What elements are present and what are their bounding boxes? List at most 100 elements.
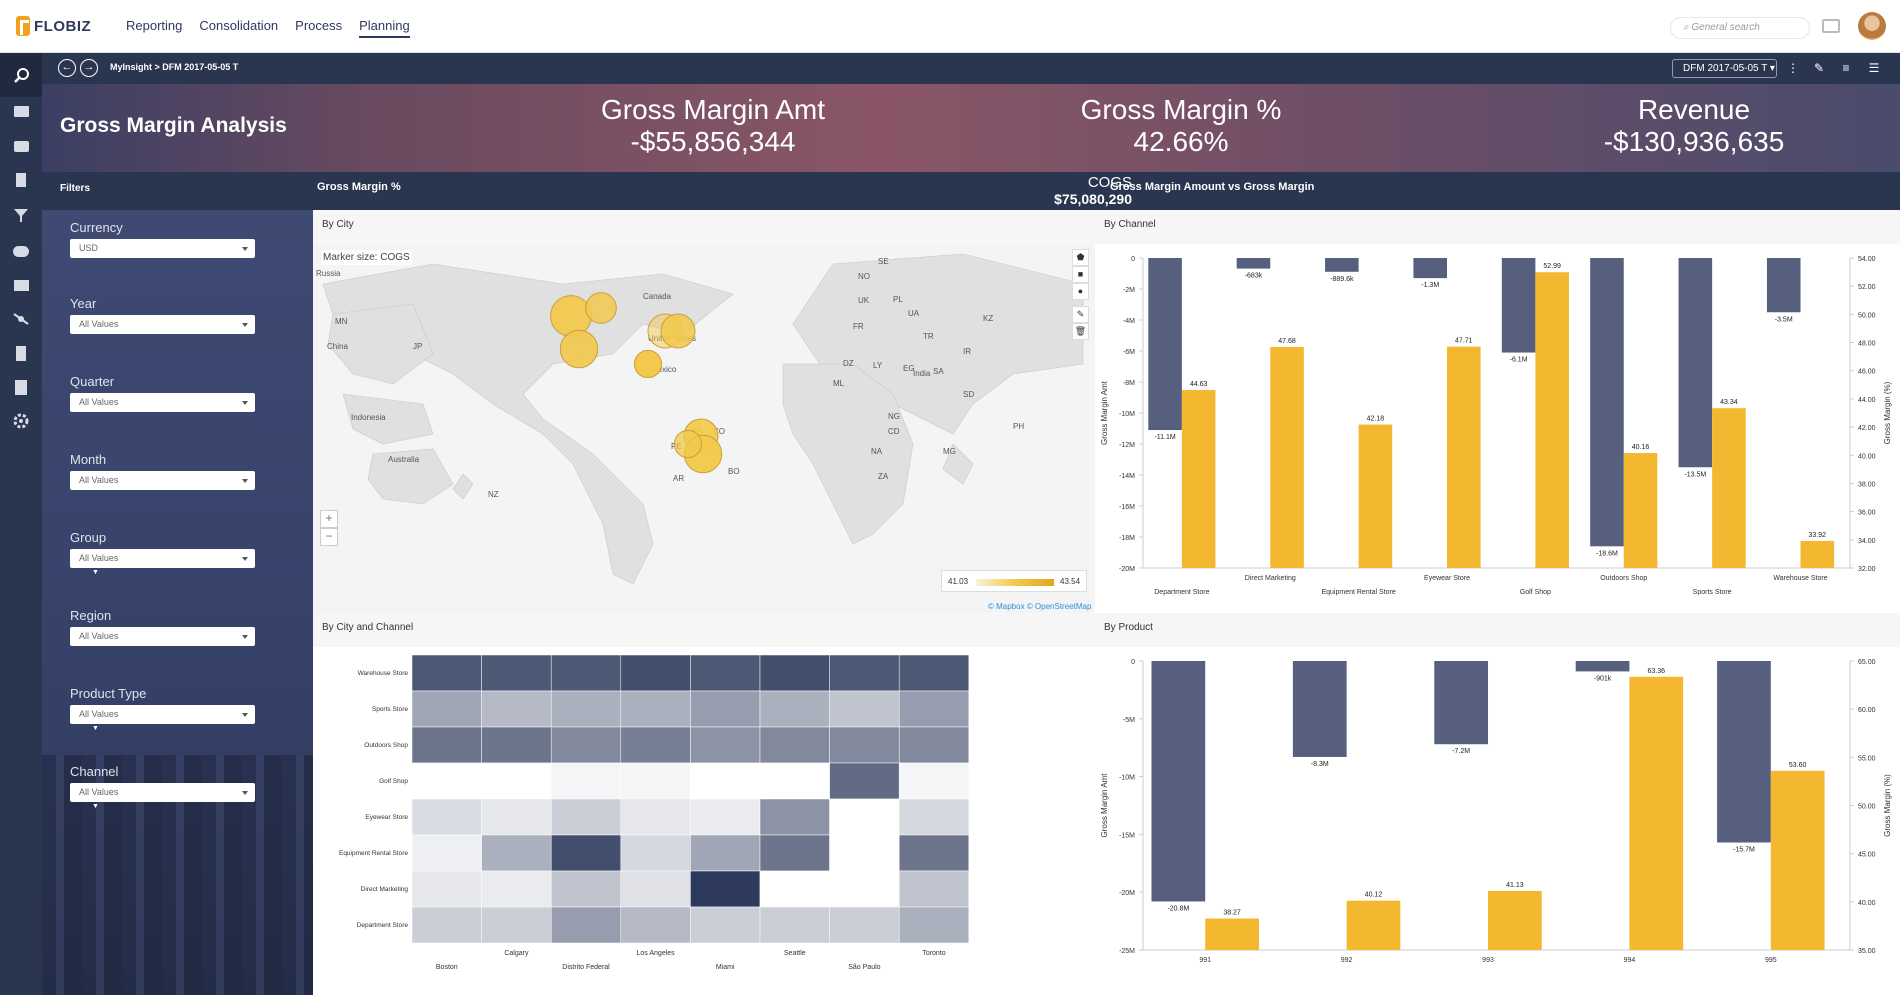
group-select[interactable]: All Values bbox=[70, 549, 255, 568]
currency-select[interactable]: USD bbox=[70, 239, 255, 258]
hamburger-menu-icon[interactable]: ☰ bbox=[1868, 61, 1880, 75]
map-country-label: AR bbox=[673, 474, 684, 483]
bar-gm-amt-label: -20.8M bbox=[1167, 905, 1189, 912]
heatmap-cell bbox=[759, 654, 830, 692]
workflow-icon[interactable] bbox=[13, 311, 29, 327]
expand-caret-icon[interactable]: ▼ bbox=[92, 569, 99, 576]
global-search-input[interactable]: ⌕ General search bbox=[1670, 17, 1810, 39]
menu-item-process[interactable]: Process bbox=[295, 18, 343, 33]
flobiz-logo[interactable]: FLOBIZ bbox=[16, 15, 91, 37]
bar-gm-amt bbox=[1148, 258, 1182, 431]
edit-icon[interactable]: ✎ bbox=[1813, 61, 1825, 75]
heatmap-cell bbox=[550, 726, 622, 764]
x-category-label: Eyewear Store bbox=[1424, 575, 1470, 582]
breadcrumb-bar: ← → MyInsight > DFM 2017-05-05 T DFM 201… bbox=[42, 53, 1900, 84]
heatmap-cell bbox=[759, 870, 830, 908]
y2-tick-label: 50.00 bbox=[1858, 312, 1876, 319]
bar-gm-amt-label: -901k bbox=[1594, 675, 1612, 682]
bar-gm-pct-label: 33.92 bbox=[1809, 532, 1827, 539]
region-select[interactable]: All Values bbox=[70, 627, 255, 646]
expand-caret-icon[interactable]: ▼ bbox=[92, 803, 99, 810]
y2-tick-label: 54.00 bbox=[1858, 256, 1876, 263]
map-country-label: JP bbox=[413, 342, 422, 351]
heatmap-cell bbox=[690, 762, 761, 800]
y2-tick-label: 34.00 bbox=[1858, 538, 1876, 545]
quarter-select[interactable]: All Values bbox=[70, 393, 255, 412]
channel-select[interactable]: All Values bbox=[70, 783, 255, 802]
city-marker bbox=[660, 313, 696, 349]
filter-product-type: Product Type All Values ▼ bbox=[70, 686, 260, 734]
delete-shape-icon[interactable]: 🗑 bbox=[1072, 323, 1089, 340]
hierarchy-icon[interactable] bbox=[13, 345, 29, 361]
more-vertical-icon[interactable]: ⋮ bbox=[1787, 61, 1799, 75]
x-category-label: 994 bbox=[1624, 957, 1636, 964]
y-tick-label: 0 bbox=[1131, 256, 1135, 263]
legend-min: 41.03 bbox=[948, 577, 969, 586]
circle-select-icon[interactable]: ● bbox=[1072, 283, 1089, 300]
y-tick-label: -6M bbox=[1123, 349, 1135, 356]
mapbox-link[interactable]: © Mapbox bbox=[988, 602, 1025, 611]
edit-shape-icon[interactable]: ✎ bbox=[1072, 306, 1089, 323]
heatmap-cell bbox=[898, 870, 970, 908]
map-country-label: NG bbox=[888, 412, 900, 421]
expand-caret-icon[interactable]: ▼ bbox=[92, 725, 99, 732]
map-color-legend: 41.03 43.54 bbox=[941, 570, 1087, 592]
month-select[interactable]: All Values bbox=[70, 471, 255, 490]
heatmap-cell bbox=[690, 870, 761, 908]
bar-gm-amt-label: -1.3M bbox=[1421, 282, 1439, 289]
report-icon[interactable] bbox=[13, 379, 29, 395]
panel-title: By Channel bbox=[1095, 210, 1900, 244]
heatmap-cell bbox=[690, 726, 761, 764]
pentagon-select-icon[interactable]: ⬟ bbox=[1072, 249, 1089, 266]
map-country-label: NZ bbox=[488, 490, 499, 499]
heatmap-cell bbox=[550, 834, 622, 872]
printer-icon[interactable] bbox=[13, 277, 29, 293]
menu-item-reporting[interactable]: Reporting bbox=[126, 18, 183, 33]
heatmap-row-label: Department Store bbox=[357, 922, 409, 929]
back-icon[interactable]: ← bbox=[58, 59, 76, 77]
heatmap-cell bbox=[898, 762, 970, 800]
by-product-panel: By Product 0 -5M -10M -15M -20M -25M 35.00 40.0… bbox=[1095, 613, 1900, 995]
zoom-in-button[interactable]: + bbox=[320, 510, 338, 528]
filters-panel: Currency USD Year All Values Quarter All… bbox=[42, 210, 313, 995]
bar-gm-pct bbox=[1629, 676, 1684, 950]
heatmap-row-label: Warehouse Store bbox=[358, 670, 409, 677]
menu-item-planning[interactable]: Planning bbox=[359, 18, 410, 38]
legend-gradient bbox=[976, 579, 1054, 586]
briefcase-icon[interactable] bbox=[13, 103, 29, 119]
kpi-value: 42.66% bbox=[1133, 126, 1229, 157]
filter-icon[interactable] bbox=[13, 207, 29, 223]
comment-icon[interactable] bbox=[13, 243, 29, 259]
bookmark-icon[interactable] bbox=[13, 172, 29, 188]
camera-icon[interactable] bbox=[13, 138, 29, 154]
settings-icon[interactable] bbox=[13, 413, 29, 429]
filter-quarter: Quarter All Values bbox=[70, 374, 260, 412]
bar-gm-amt bbox=[1678, 258, 1713, 468]
heatmap-row-label: Sports Store bbox=[372, 706, 409, 713]
y-axis-title: Gross Margin Amt bbox=[1100, 773, 1109, 838]
screen-share-icon[interactable] bbox=[1822, 19, 1840, 33]
osm-link[interactable]: © OpenStreetMap bbox=[1026, 602, 1092, 611]
y2-tick-label: 46.00 bbox=[1858, 369, 1876, 376]
square-select-icon[interactable]: ■ bbox=[1072, 266, 1089, 283]
heatmap-cell bbox=[411, 726, 482, 764]
side-nav bbox=[0, 53, 42, 995]
heatmap-cell bbox=[411, 762, 482, 800]
breadcrumb[interactable]: MyInsight > DFM 2017-05-05 T bbox=[110, 62, 239, 72]
heatmap-col-label: São Paulo bbox=[848, 964, 880, 971]
filter-group: Group All Values ▼ bbox=[70, 530, 260, 578]
heatmap-cell bbox=[481, 690, 552, 728]
zoom-out-button[interactable]: − bbox=[320, 528, 338, 546]
menu-item-consolidation[interactable]: Consolidation bbox=[199, 18, 279, 33]
user-avatar[interactable] bbox=[1858, 12, 1886, 40]
forward-icon[interactable]: → bbox=[80, 59, 98, 77]
world-map[interactable]: RussiaCanadaUnited StatesMexicoChinaIndo… bbox=[313, 244, 1095, 613]
version-select[interactable]: DFM 2017-05-05 T ▾ bbox=[1672, 59, 1777, 78]
analytics-icon[interactable] bbox=[13, 67, 29, 83]
y2-tick-label: 32.00 bbox=[1858, 566, 1876, 573]
product-type-select[interactable]: All Values bbox=[70, 705, 255, 724]
year-select[interactable]: All Values bbox=[70, 315, 255, 334]
heatmap-cell bbox=[481, 870, 552, 908]
bar-gm-amt bbox=[1151, 661, 1206, 902]
database-icon[interactable]: ≡ bbox=[1842, 61, 1850, 75]
